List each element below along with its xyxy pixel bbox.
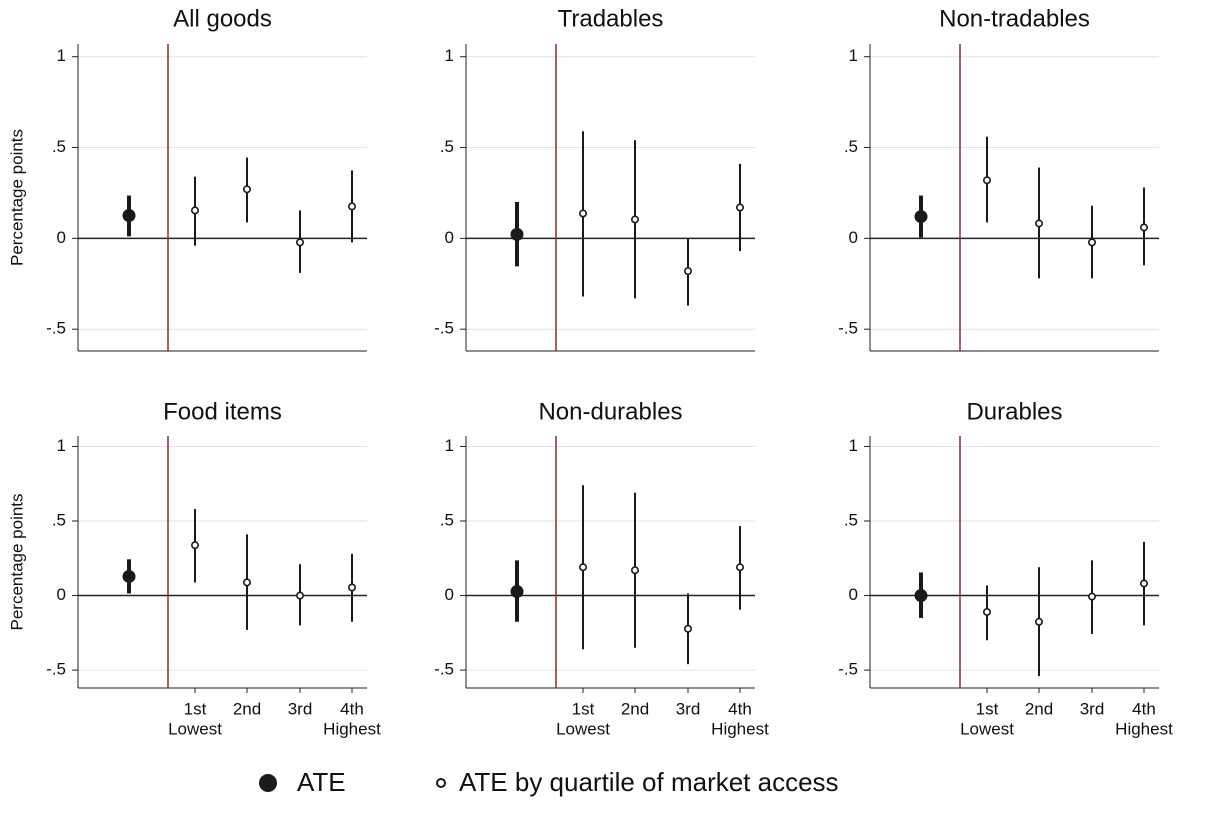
- quartile-point: [578, 563, 587, 572]
- quartile-point: [295, 591, 304, 600]
- panel-title: All goods: [173, 5, 272, 32]
- x-tick-label: 3rd: [1080, 699, 1105, 718]
- y-tick-label: -.5: [434, 660, 454, 679]
- quartile-point: [982, 607, 991, 616]
- ate-point: [122, 208, 136, 222]
- quartile-point: [982, 176, 991, 185]
- y-tick-label: .5: [844, 510, 858, 529]
- y-tick-label: 0: [57, 228, 66, 247]
- quartile-point: [347, 583, 356, 592]
- y-tick-label: 1: [849, 436, 858, 455]
- x-tick-label: 2nd: [621, 699, 649, 718]
- panel-title: Durables: [966, 398, 1062, 425]
- y-tick-label: 0: [445, 585, 454, 604]
- x-tick-label: 4th: [340, 699, 364, 718]
- y-tick-label: 0: [849, 228, 858, 247]
- y-tick-label: .5: [440, 137, 454, 156]
- ate-point: [510, 227, 524, 241]
- y-tick-label: 1: [57, 436, 66, 455]
- legend-label: ATE by quartile of market access: [459, 767, 839, 797]
- quartile-point: [735, 563, 744, 572]
- quartile-point: [630, 215, 639, 224]
- panel-title: Food items: [163, 398, 282, 425]
- panel-title: Non-durables: [538, 398, 682, 425]
- y-tick-label: 1: [57, 46, 66, 65]
- x-tick-sublabel: Lowest: [556, 719, 610, 738]
- quartile-point: [243, 578, 252, 587]
- y-axis-label: Percentage points: [7, 493, 26, 630]
- ate-point: [510, 585, 524, 599]
- panel-title: Non-tradables: [939, 5, 1090, 32]
- y-tick-label: 0: [849, 585, 858, 604]
- x-tick-sublabel: Highest: [323, 719, 381, 738]
- x-tick-label: 1st: [572, 699, 595, 718]
- y-tick-label: -.5: [46, 660, 66, 679]
- quartile-point: [1088, 238, 1097, 247]
- y-tick-label: 1: [849, 46, 858, 65]
- y-tick-label: -.5: [838, 660, 858, 679]
- quartile-point: [1035, 219, 1044, 228]
- x-tick-label: 2nd: [1025, 699, 1053, 718]
- quartile-point: [735, 203, 744, 212]
- x-tick-sublabel: Lowest: [960, 719, 1014, 738]
- ate-point: [122, 569, 136, 583]
- x-tick-label: 3rd: [288, 699, 313, 718]
- quartile-point: [191, 541, 200, 550]
- quartile-point: [683, 267, 692, 276]
- legend-marker-ate: [259, 774, 277, 792]
- legend-label: ATE: [297, 767, 346, 797]
- quartile-point: [578, 209, 587, 218]
- quartile-point: [1140, 579, 1149, 588]
- panel-title: Tradables: [558, 5, 664, 32]
- quartile-point: [295, 238, 304, 247]
- x-tick-label: 2nd: [233, 699, 261, 718]
- y-tick-label: .5: [440, 510, 454, 529]
- x-tick-sublabel: Lowest: [168, 719, 222, 738]
- quartile-point: [1035, 617, 1044, 626]
- ate-point: [914, 589, 928, 603]
- y-tick-label: 1: [445, 46, 454, 65]
- quartile-point: [243, 185, 252, 194]
- y-tick-label: 0: [57, 585, 66, 604]
- x-tick-label: 1st: [184, 699, 207, 718]
- y-axis-label: Percentage points: [7, 129, 26, 266]
- x-tick-sublabel: Highest: [711, 719, 769, 738]
- quartile-point: [630, 566, 639, 575]
- x-tick-label: 1st: [976, 699, 999, 718]
- y-tick-label: -.5: [838, 319, 858, 338]
- quartile-point: [191, 206, 200, 215]
- x-tick-sublabel: Highest: [1115, 719, 1173, 738]
- x-tick-label: 4th: [728, 699, 752, 718]
- quartile-point: [683, 624, 692, 633]
- quartile-point: [1140, 223, 1149, 232]
- legend-marker-quartile: [436, 778, 446, 788]
- y-tick-label: .5: [844, 137, 858, 156]
- quartile-point: [1088, 592, 1097, 601]
- y-tick-label: -.5: [434, 319, 454, 338]
- quartile-point: [347, 202, 356, 211]
- y-tick-label: .5: [52, 510, 66, 529]
- y-tick-label: .5: [52, 137, 66, 156]
- x-tick-label: 3rd: [676, 699, 701, 718]
- x-tick-label: 4th: [1132, 699, 1156, 718]
- y-tick-label: 0: [445, 228, 454, 247]
- y-tick-label: 1: [445, 436, 454, 455]
- y-tick-label: -.5: [46, 319, 66, 338]
- ate-point: [914, 210, 928, 224]
